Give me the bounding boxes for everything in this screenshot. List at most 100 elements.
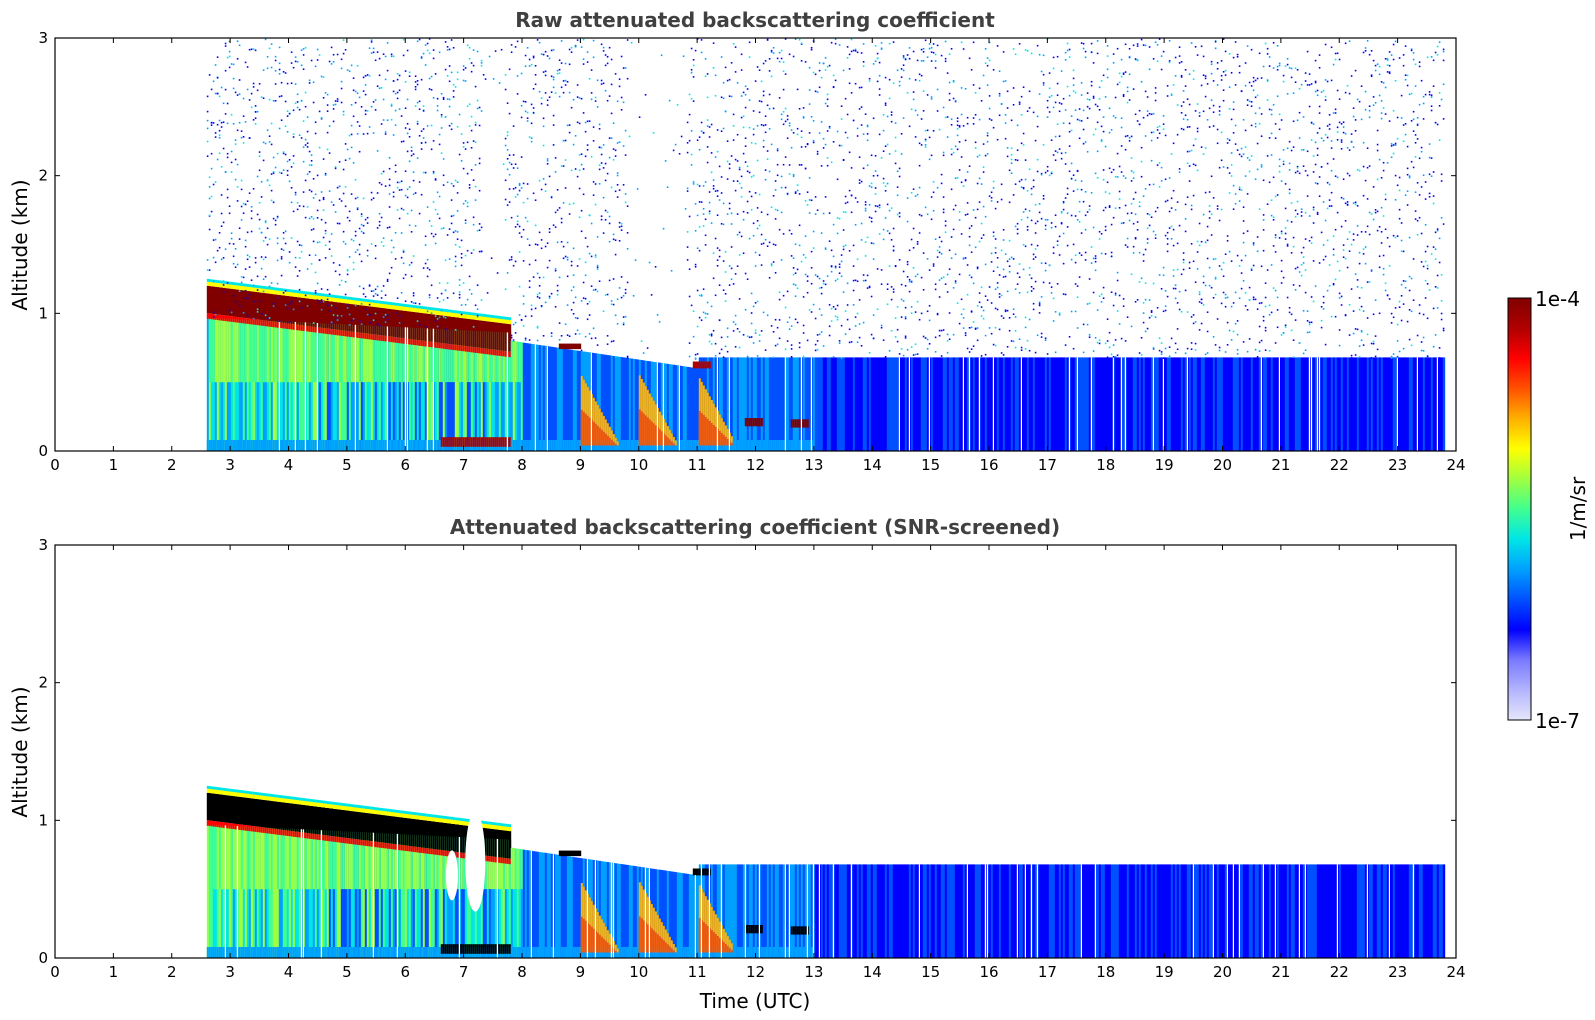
- noise-dot: [850, 341, 853, 343]
- noise-dot: [336, 53, 339, 56]
- noise-dot: [256, 175, 259, 178]
- heatmap-cell: [324, 296, 328, 301]
- heatmap-cell: [502, 319, 506, 324]
- noise-dot: [464, 148, 467, 150]
- noise-dot: [1066, 244, 1069, 247]
- noise-dot: [510, 258, 513, 261]
- noise-dot: [738, 231, 741, 234]
- heatmap-cell: [282, 288, 286, 292]
- noise-dot: [548, 57, 551, 60]
- noise-dot: [1016, 232, 1019, 235]
- noise-dot: [522, 182, 525, 185]
- heatmap-cell: [520, 342, 524, 383]
- noise-dot: [298, 205, 301, 207]
- noise-dot: [728, 207, 731, 210]
- noise-dot: [724, 300, 727, 302]
- noise-dot: [1084, 251, 1087, 254]
- noise-dot: [422, 105, 425, 107]
- noise-dot: [238, 290, 241, 292]
- noise-dot: [1078, 137, 1081, 140]
- heatmap-cell: [550, 440, 554, 451]
- noise-dot: [480, 299, 483, 301]
- noise-dot: [410, 301, 413, 303]
- noise-dot: [1002, 317, 1005, 319]
- noise-dot: [832, 74, 835, 77]
- noise-dot: [788, 328, 791, 330]
- noise-dot: [738, 168, 741, 171]
- noise-dot: [764, 178, 767, 181]
- heatmap-cell: [286, 321, 290, 383]
- heatmap-cell: [710, 400, 714, 446]
- heatmap-cell: [272, 320, 276, 383]
- noise-dot: [826, 98, 829, 101]
- heatmap-cell: [434, 307, 438, 311]
- noise-dot: [874, 155, 877, 157]
- noise-dot: [472, 49, 475, 51]
- heatmap-cell: [214, 282, 218, 287]
- noise-dot: [478, 229, 481, 231]
- noise-dot: [734, 346, 737, 348]
- noise-dot: [386, 278, 389, 281]
- noise-dot: [724, 110, 727, 113]
- noise-dot: [1018, 180, 1021, 183]
- noise-dot: [746, 355, 749, 358]
- heatmap-cell: [244, 290, 248, 319]
- noise-dot: [892, 82, 895, 85]
- heatmap-cell: [236, 319, 240, 451]
- heatmap-cell: [454, 313, 458, 318]
- noise-dot: [398, 181, 401, 184]
- noise-dot: [1080, 180, 1083, 182]
- heatmap-cell: [302, 322, 306, 451]
- heatmap-gap: [426, 328, 428, 451]
- noise-dot: [310, 164, 313, 166]
- heatmap-cell: [972, 357, 976, 451]
- noise-dot: [418, 212, 421, 215]
- noise-dot: [608, 240, 611, 243]
- noise-dot: [574, 317, 577, 319]
- heatmap-cell: [516, 440, 520, 451]
- noise-dot: [456, 78, 459, 81]
- noise-dot: [610, 340, 613, 343]
- noise-dot: [466, 105, 469, 107]
- noise-dot: [576, 121, 579, 124]
- heatmap-cell: [392, 337, 396, 343]
- heatmap-cell: [228, 318, 232, 451]
- heatmap-cell: [270, 289, 274, 294]
- noise-dot: [868, 185, 871, 187]
- noise-dot: [442, 174, 445, 177]
- noise-dot: [336, 314, 339, 317]
- noise-dot: [338, 198, 341, 200]
- noise-dot: [1018, 338, 1021, 340]
- noise-dot: [392, 246, 395, 249]
- heatmap-cell: [400, 440, 404, 451]
- noise-dot: [888, 78, 891, 81]
- noise-dot: [404, 70, 407, 72]
- noise-dot: [592, 327, 595, 330]
- noise-dot: [794, 38, 797, 40]
- noise-dot: [946, 136, 949, 138]
- noise-dot: [1008, 201, 1011, 204]
- noise-dot: [778, 51, 781, 54]
- noise-dot: [428, 38, 431, 40]
- noise-dot: [620, 222, 623, 225]
- heatmap-cell: [748, 418, 752, 427]
- noise-dot: [540, 188, 543, 191]
- noise-dot: [290, 51, 293, 53]
- noise-dot: [888, 350, 891, 352]
- noise-dot: [358, 125, 361, 127]
- noise-dot: [856, 127, 859, 130]
- heatmap-cell: [696, 361, 700, 369]
- heatmap-cell: [302, 298, 306, 326]
- heatmap-cell: [230, 318, 234, 383]
- noise-dot: [418, 324, 421, 326]
- heatmap-cell: [764, 440, 768, 451]
- noise-dot: [704, 244, 707, 246]
- noise-dot: [1026, 50, 1029, 52]
- noise-dot: [536, 293, 539, 296]
- noise-dot: [398, 322, 401, 324]
- heatmap-cell: [228, 318, 232, 383]
- noise-dot: [386, 119, 389, 121]
- noise-dot: [318, 241, 321, 243]
- heatmap-cell: [436, 328, 440, 383]
- noise-dot: [602, 46, 605, 49]
